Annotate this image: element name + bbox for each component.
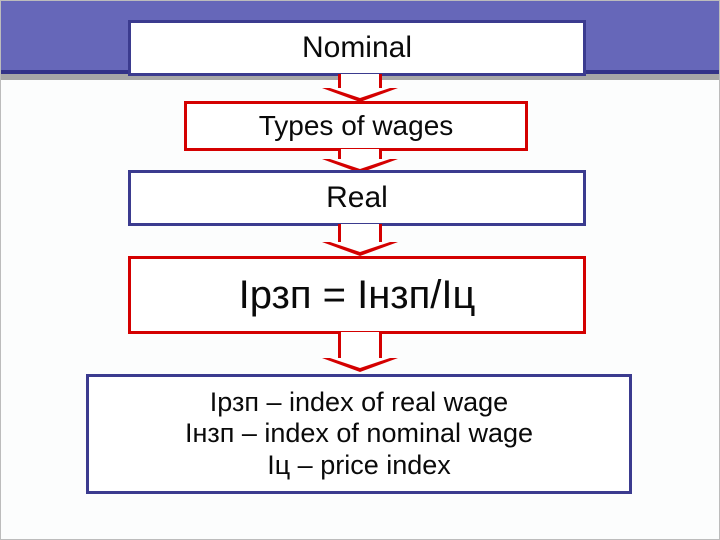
box-formula-text: Ірзп = Інзп/Іц	[239, 272, 476, 318]
legend-line-2: Інзп – index of nominal wage	[185, 418, 533, 449]
box-nominal: Nominal	[128, 20, 586, 76]
connector-4	[322, 332, 398, 372]
legend-line-3: Іц – price index	[185, 450, 533, 481]
legend-line-1: Ірзп – index of real wage	[185, 387, 533, 418]
box-nominal-text: Nominal	[302, 31, 412, 66]
box-types-of-wages: Types of wages	[184, 101, 528, 151]
box-types-text: Types of wages	[259, 110, 454, 142]
box-legend-text: Ірзп – index of real wage Інзп – index o…	[185, 387, 533, 480]
box-real-text: Real	[326, 181, 388, 216]
box-formula: Ірзп = Інзп/Іц	[128, 256, 586, 334]
connector-1	[322, 74, 398, 102]
box-real: Real	[128, 170, 586, 226]
box-legend: Ірзп – index of real wage Інзп – index o…	[86, 374, 632, 494]
connector-3	[322, 224, 398, 256]
